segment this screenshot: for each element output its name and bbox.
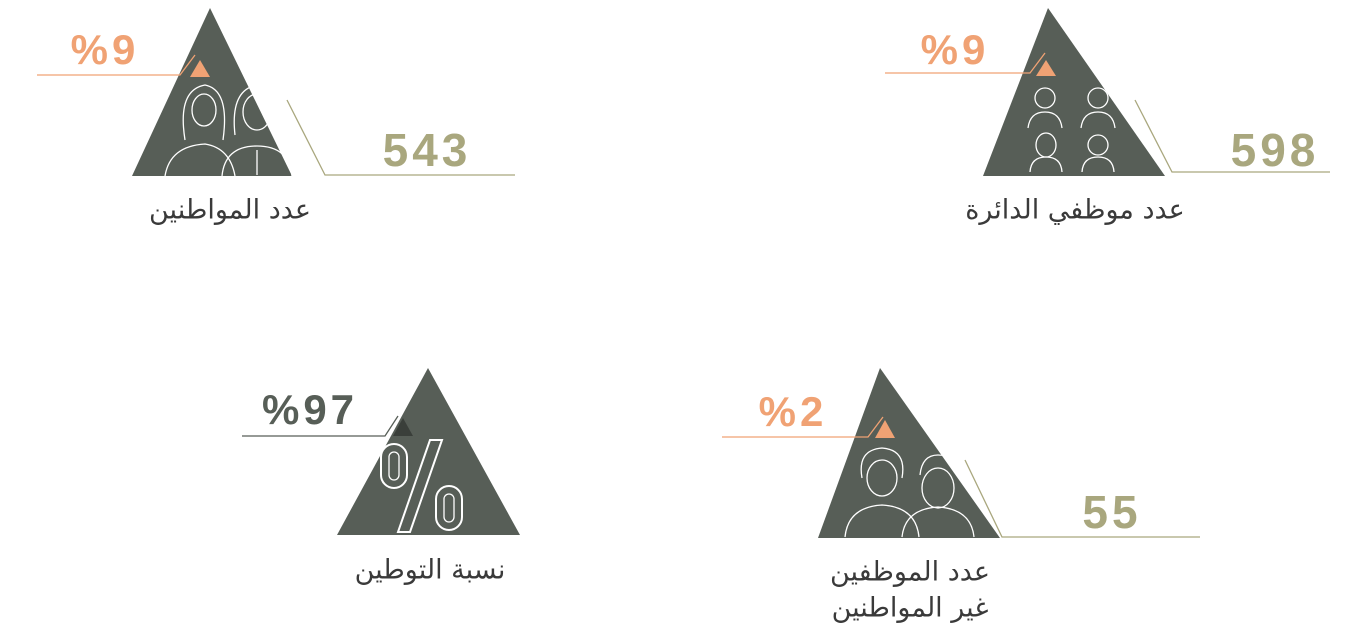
triangle <box>983 8 1165 176</box>
metric-number: 55 <box>1082 489 1141 535</box>
metric-label: عدد المواطنين <box>149 197 311 224</box>
graphics <box>0 0 1365 631</box>
metric-number: 543 <box>383 127 472 173</box>
page: {"cards": [ {"percent": "%9", "number": … <box>0 0 1365 631</box>
triangles <box>132 8 1165 538</box>
metric-label: غير المواطنين <box>832 595 989 622</box>
triangle <box>132 8 292 176</box>
metric-label: عدد موظفي الدائرة <box>965 197 1185 224</box>
metric-label: عدد الموظفين <box>830 559 990 586</box>
indicators <box>190 60 1056 438</box>
metric-label: نسبة التوطين <box>355 557 506 584</box>
percent-change: %2 <box>759 391 828 433</box>
triangle <box>337 368 520 535</box>
icons <box>165 85 1115 537</box>
percent-change: %9 <box>921 29 990 71</box>
triangle <box>818 368 1000 538</box>
metric-number: 598 <box>1231 127 1320 173</box>
percent-value: %97 <box>262 389 358 431</box>
percent-change: %9 <box>71 29 140 71</box>
